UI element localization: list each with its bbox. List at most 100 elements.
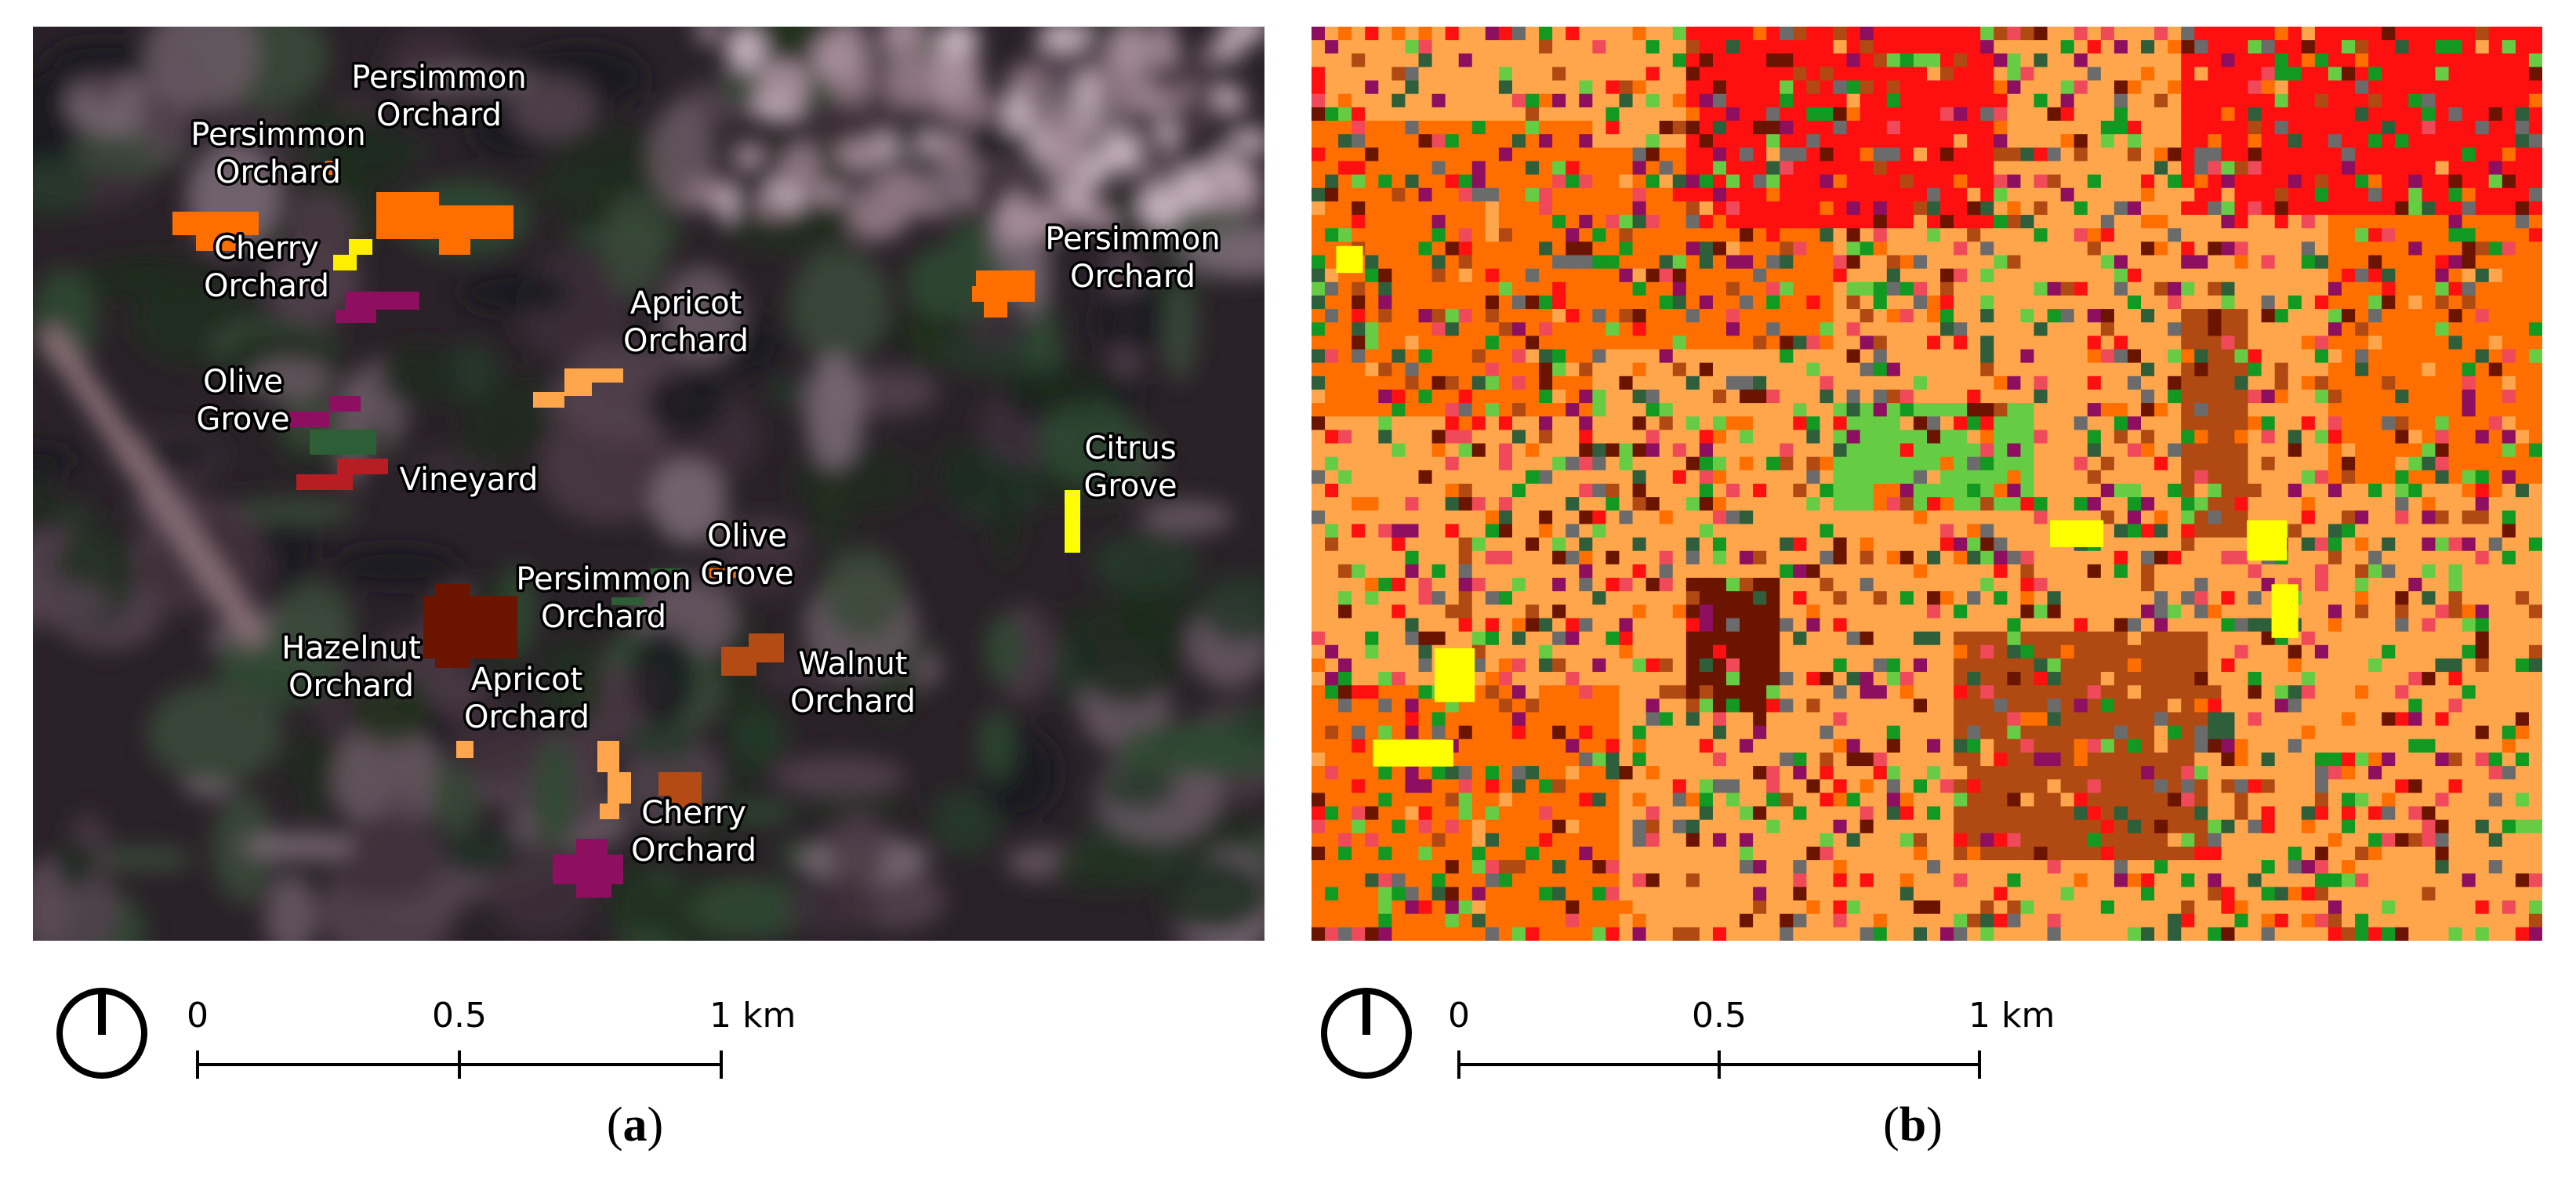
class-pixel — [2327, 389, 2342, 404]
class-pixel — [1645, 93, 1660, 108]
class-pixel — [1954, 336, 1968, 350]
class-pixel — [1405, 416, 1420, 431]
class-pixel — [1859, 201, 1874, 216]
class-pixel — [2448, 644, 2463, 659]
class-pixel — [1753, 215, 1767, 229]
class-pixel — [2073, 228, 2088, 242]
map-label-cherry-1: Cherry Orchard — [204, 230, 329, 304]
class-pixel — [2288, 107, 2302, 122]
class-pixel — [1498, 510, 1513, 525]
class-pixel — [1632, 403, 1647, 417]
class-pixel — [2408, 376, 2423, 390]
class-pixel — [1873, 658, 1888, 673]
class-pixel — [1325, 322, 1339, 336]
class-pixel — [2342, 336, 2356, 350]
class-pixel — [1645, 537, 1660, 552]
class-pixel — [1780, 484, 1794, 498]
class-pixel — [2020, 295, 2035, 310]
class-pixel — [2368, 550, 2382, 565]
class-pixel — [1338, 362, 1352, 377]
class-pixel — [1619, 215, 1634, 229]
class-pixel — [2020, 456, 2035, 471]
class-pixel — [1954, 241, 1968, 256]
satellite-patch — [942, 61, 961, 107]
class-pixel — [1994, 309, 2008, 323]
class-pixel — [1471, 349, 1486, 364]
class-pixel — [1967, 484, 1981, 498]
class-pixel — [1566, 604, 1580, 619]
class-pixel — [2154, 685, 2168, 699]
class-pixel — [2127, 93, 2142, 108]
class-pixel — [1592, 456, 1607, 471]
class-pixel — [1365, 416, 1379, 431]
class-pixel — [2087, 255, 2102, 270]
class-pixel — [1351, 121, 1366, 135]
class-pixel — [2261, 470, 2276, 484]
class-pixel — [1994, 685, 2008, 699]
class-pixel — [2113, 147, 2128, 162]
class-pixel — [2368, 93, 2382, 108]
class-pixel — [2113, 497, 2128, 511]
class-pixel — [1378, 644, 1392, 659]
class-pixel — [2127, 295, 2142, 310]
class-pixel — [2288, 309, 2302, 323]
class-pixel — [1672, 187, 1687, 202]
citrus-grove-field — [1065, 490, 1080, 553]
class-pixel — [2248, 309, 2262, 323]
class-pixel — [1967, 201, 1981, 216]
class-pixel — [2528, 201, 2542, 216]
class-pixel — [1445, 147, 1460, 162]
class-pixel — [1886, 497, 1901, 511]
class-pixel — [1592, 484, 1607, 498]
class-pixel — [2274, 470, 2289, 484]
class-pixel — [1833, 389, 1848, 404]
class-pixel — [1566, 134, 1580, 148]
class-pixel — [1485, 187, 1500, 202]
class-pixel — [1740, 121, 1754, 135]
class-pixel — [1539, 618, 1553, 633]
class-pixel — [1431, 376, 1446, 390]
class-pixel — [1859, 484, 1874, 498]
class-pixel — [2515, 93, 2530, 108]
class-pixel — [2528, 550, 2542, 565]
satellite-patch — [55, 839, 96, 890]
class-pixel — [1539, 658, 1553, 673]
class-pixel — [1994, 497, 2008, 511]
class-pixel — [2100, 470, 2115, 484]
class-pixel — [1405, 27, 1420, 41]
class-pixel — [2355, 672, 2369, 686]
class-pixel — [2073, 631, 2088, 646]
class-pixel — [1699, 524, 1714, 539]
class-pixel — [1605, 658, 1620, 673]
class-pixel — [2462, 228, 2476, 242]
class-pixel — [2368, 228, 2382, 242]
class-pixel — [2301, 40, 2316, 54]
class-pixel — [1954, 80, 1968, 95]
class-pixel — [1753, 497, 1767, 511]
class-pixel — [1539, 27, 1553, 41]
class-pixel — [1325, 389, 1339, 404]
class-pixel — [1967, 80, 1981, 95]
class-pixel — [2488, 295, 2503, 310]
class-pixel — [2113, 578, 2128, 592]
class-pixel — [1619, 618, 1634, 633]
class-pixel — [1592, 443, 1607, 458]
class-pixel — [2355, 416, 2369, 431]
class-pixel — [2408, 389, 2423, 404]
class-pixel — [1566, 349, 1580, 364]
class-pixel — [1899, 255, 1914, 270]
class-pixel — [1351, 578, 1366, 592]
class-pixel — [1740, 53, 1754, 68]
class-pixel — [2100, 268, 2115, 283]
class-pixel — [2073, 564, 2088, 579]
class-pixel — [2462, 591, 2476, 605]
class-pixel — [1967, 27, 1981, 41]
class-pixel — [2221, 281, 2236, 296]
class-pixel — [2007, 484, 2022, 498]
class-pixel — [2327, 550, 2342, 565]
class-pixel — [2034, 281, 2048, 296]
class-pixel — [1859, 685, 1874, 699]
class-pixel — [1566, 93, 1580, 108]
class-pixel — [1954, 322, 1968, 336]
class-pixel — [2100, 578, 2115, 592]
